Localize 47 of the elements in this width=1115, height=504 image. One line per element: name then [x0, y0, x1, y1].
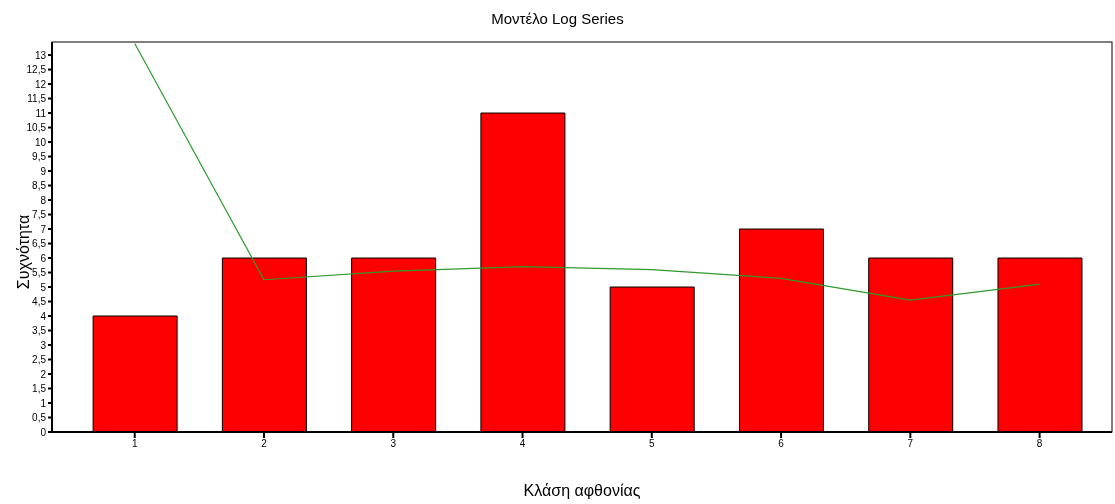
bar — [92, 315, 178, 432]
bar — [609, 286, 695, 432]
bar — [221, 257, 307, 432]
y-tick-label: 4,5 — [32, 296, 47, 308]
y-tick-label: 9 — [40, 165, 47, 177]
y-tick-label: 5 — [40, 281, 47, 293]
y-tick-label: 6,5 — [32, 238, 47, 250]
y-tick-label: 11 — [35, 107, 47, 119]
y-tick-label: 3,5 — [32, 325, 47, 337]
y-tick-label: 5,5 — [32, 267, 47, 279]
y-tick-label: 12,5 — [26, 64, 47, 76]
y-tick-label: 0,5 — [32, 412, 47, 424]
chart-title: Μοντέλο Log Series — [490, 10, 625, 27]
x-axis-title: Κλάση αφθονίας — [522, 482, 642, 500]
x-tick-label: 2 — [261, 438, 268, 450]
y-axis-title: Συχνότητα — [15, 214, 32, 290]
y-tick-label: 4 — [40, 310, 47, 322]
y-tick-label: 11,5 — [27, 93, 47, 105]
bar — [868, 257, 954, 432]
x-tick-label: 7 — [907, 438, 914, 450]
y-tick-label: 1,5 — [32, 383, 47, 395]
y-tick-label: 9,5 — [32, 151, 47, 163]
y-tick-label: 2 — [40, 368, 47, 380]
bar — [738, 228, 824, 432]
y-tick-label: 8 — [40, 194, 47, 206]
y-tick-label: 3 — [40, 339, 47, 351]
y-tick-label: 12 — [34, 78, 47, 90]
line-series — [134, 42, 1041, 301]
bar — [997, 257, 1083, 432]
y-tick-label: 13 — [34, 49, 47, 61]
y-tick-label: 10,5 — [26, 122, 47, 134]
y-tick-label: 2,5 — [32, 354, 47, 366]
x-tick-label: 6 — [778, 438, 785, 450]
y-tick-label: 7 — [40, 223, 47, 235]
y-tick-label: 0 — [40, 426, 47, 438]
bar — [480, 112, 566, 432]
y-tick-label: 7,5 — [32, 209, 47, 221]
x-tick-label: 5 — [649, 438, 656, 450]
x-tick-label: 8 — [1036, 438, 1043, 450]
y-tick-label: 10 — [34, 136, 47, 148]
y-tick-label: 1 — [40, 397, 47, 409]
y-tick-label: 6 — [40, 252, 47, 264]
y-tick-label: 8,5 — [32, 180, 47, 192]
x-tick-label: 3 — [390, 438, 397, 450]
x-tick-label: 4 — [519, 438, 526, 450]
bar — [351, 257, 437, 432]
x-tick-label: 1 — [131, 438, 138, 450]
